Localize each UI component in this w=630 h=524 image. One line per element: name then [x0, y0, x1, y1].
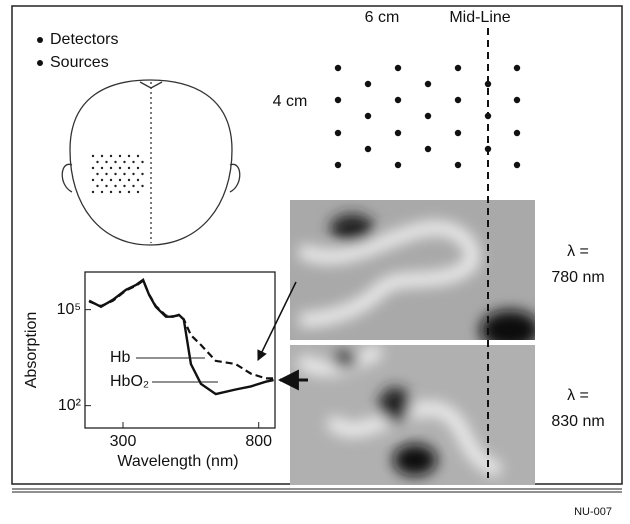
- probe-dot: [105, 161, 107, 163]
- x-tick-label: 800: [245, 433, 272, 450]
- image-780: [290, 200, 540, 350]
- probe-dot: [96, 161, 98, 163]
- probe-dot: [105, 173, 107, 175]
- probe-dot: [395, 162, 401, 168]
- legend-label: Hb: [110, 349, 131, 366]
- probe-dot: [141, 185, 143, 187]
- probe-dot: [395, 97, 401, 103]
- probe-dot: [128, 191, 130, 193]
- image-label: λ =: [567, 387, 589, 404]
- probe-dot: [110, 179, 112, 181]
- probe-dot: [365, 81, 371, 87]
- probe-dot: [335, 65, 341, 71]
- probe-dot: [101, 191, 103, 193]
- probe-dot: [335, 130, 341, 136]
- probe-dot: [455, 130, 461, 136]
- probe-dot: [101, 155, 103, 157]
- probe-dot: [128, 167, 130, 169]
- probe-dot: [96, 185, 98, 187]
- probe-dot: [137, 191, 139, 193]
- probe-dot: [425, 113, 431, 119]
- probe-dot: [119, 179, 121, 181]
- probe-dot: [110, 155, 112, 157]
- legend-item: Sources: [50, 54, 109, 71]
- probe-dot: [132, 173, 134, 175]
- probe-dot: [119, 191, 121, 193]
- probe-dot: [110, 191, 112, 193]
- probe-dot: [137, 155, 139, 157]
- y-axis-label: Absorption: [23, 312, 40, 389]
- probe-dot: [123, 173, 125, 175]
- height-label: 4 cm: [273, 93, 308, 110]
- probe-dot: [123, 161, 125, 163]
- image-label: 780 nm: [551, 269, 604, 286]
- image-label: 830 nm: [551, 413, 604, 430]
- midline-label: Mid-Line: [449, 9, 510, 26]
- probe-dot: [365, 146, 371, 152]
- y-tick-label: 10⁵: [57, 301, 81, 318]
- probe-dot: [514, 65, 520, 71]
- bullet: [37, 60, 43, 66]
- probe-dot: [395, 130, 401, 136]
- probe-dot: [137, 167, 139, 169]
- y-tick-label: 10²: [58, 397, 82, 414]
- probe-dot: [132, 161, 134, 163]
- probe-dot: [92, 155, 94, 157]
- probe-dot: [425, 81, 431, 87]
- probe-dot: [114, 185, 116, 187]
- probe-dot: [455, 65, 461, 71]
- probe-dot: [101, 167, 103, 169]
- probe-dot: [141, 161, 143, 163]
- probe-dot: [514, 97, 520, 103]
- probe-dot: [137, 179, 139, 181]
- probe-dot: [128, 179, 130, 181]
- width-label: 6 cm: [365, 9, 400, 26]
- probe-dot: [141, 173, 143, 175]
- probe-dot: [105, 185, 107, 187]
- probe-dot: [132, 185, 134, 187]
- probe-dot: [128, 155, 130, 157]
- probe-dot: [335, 97, 341, 103]
- probe-dot: [92, 167, 94, 169]
- legend-item: Detectors: [50, 31, 118, 48]
- image-label: λ =: [567, 243, 589, 260]
- probe-dot: [92, 191, 94, 193]
- probe-dot: [101, 179, 103, 181]
- probe-dot: [114, 173, 116, 175]
- probe-array: [335, 65, 520, 168]
- probe-dot: [365, 113, 371, 119]
- probe-dot: [119, 167, 121, 169]
- probe-dot: [455, 97, 461, 103]
- probe-array-small: [92, 155, 144, 193]
- probe-dot: [92, 179, 94, 181]
- figure: Detectors Sources 6 cm Mid-Line 4 cm λ =…: [0, 0, 630, 524]
- probe-dot: [335, 162, 341, 168]
- bullet: [37, 37, 43, 43]
- probe-dot: [455, 162, 461, 168]
- head-diagram: [62, 80, 240, 245]
- probe-dot: [114, 161, 116, 163]
- probe-dot: [119, 155, 121, 157]
- figure-code: NU-007: [574, 506, 612, 518]
- probe-dot: [123, 185, 125, 187]
- probe-dot: [110, 167, 112, 169]
- probe-dot: [425, 146, 431, 152]
- probe-dot: [514, 162, 520, 168]
- x-axis-label: Wavelength (nm): [117, 453, 238, 470]
- x-tick-label: 300: [110, 433, 137, 450]
- image-830: [290, 345, 535, 485]
- probe-dot: [514, 130, 520, 136]
- legend-label: HbO₂: [110, 373, 149, 390]
- probe-dot: [96, 173, 98, 175]
- probe-dot: [395, 65, 401, 71]
